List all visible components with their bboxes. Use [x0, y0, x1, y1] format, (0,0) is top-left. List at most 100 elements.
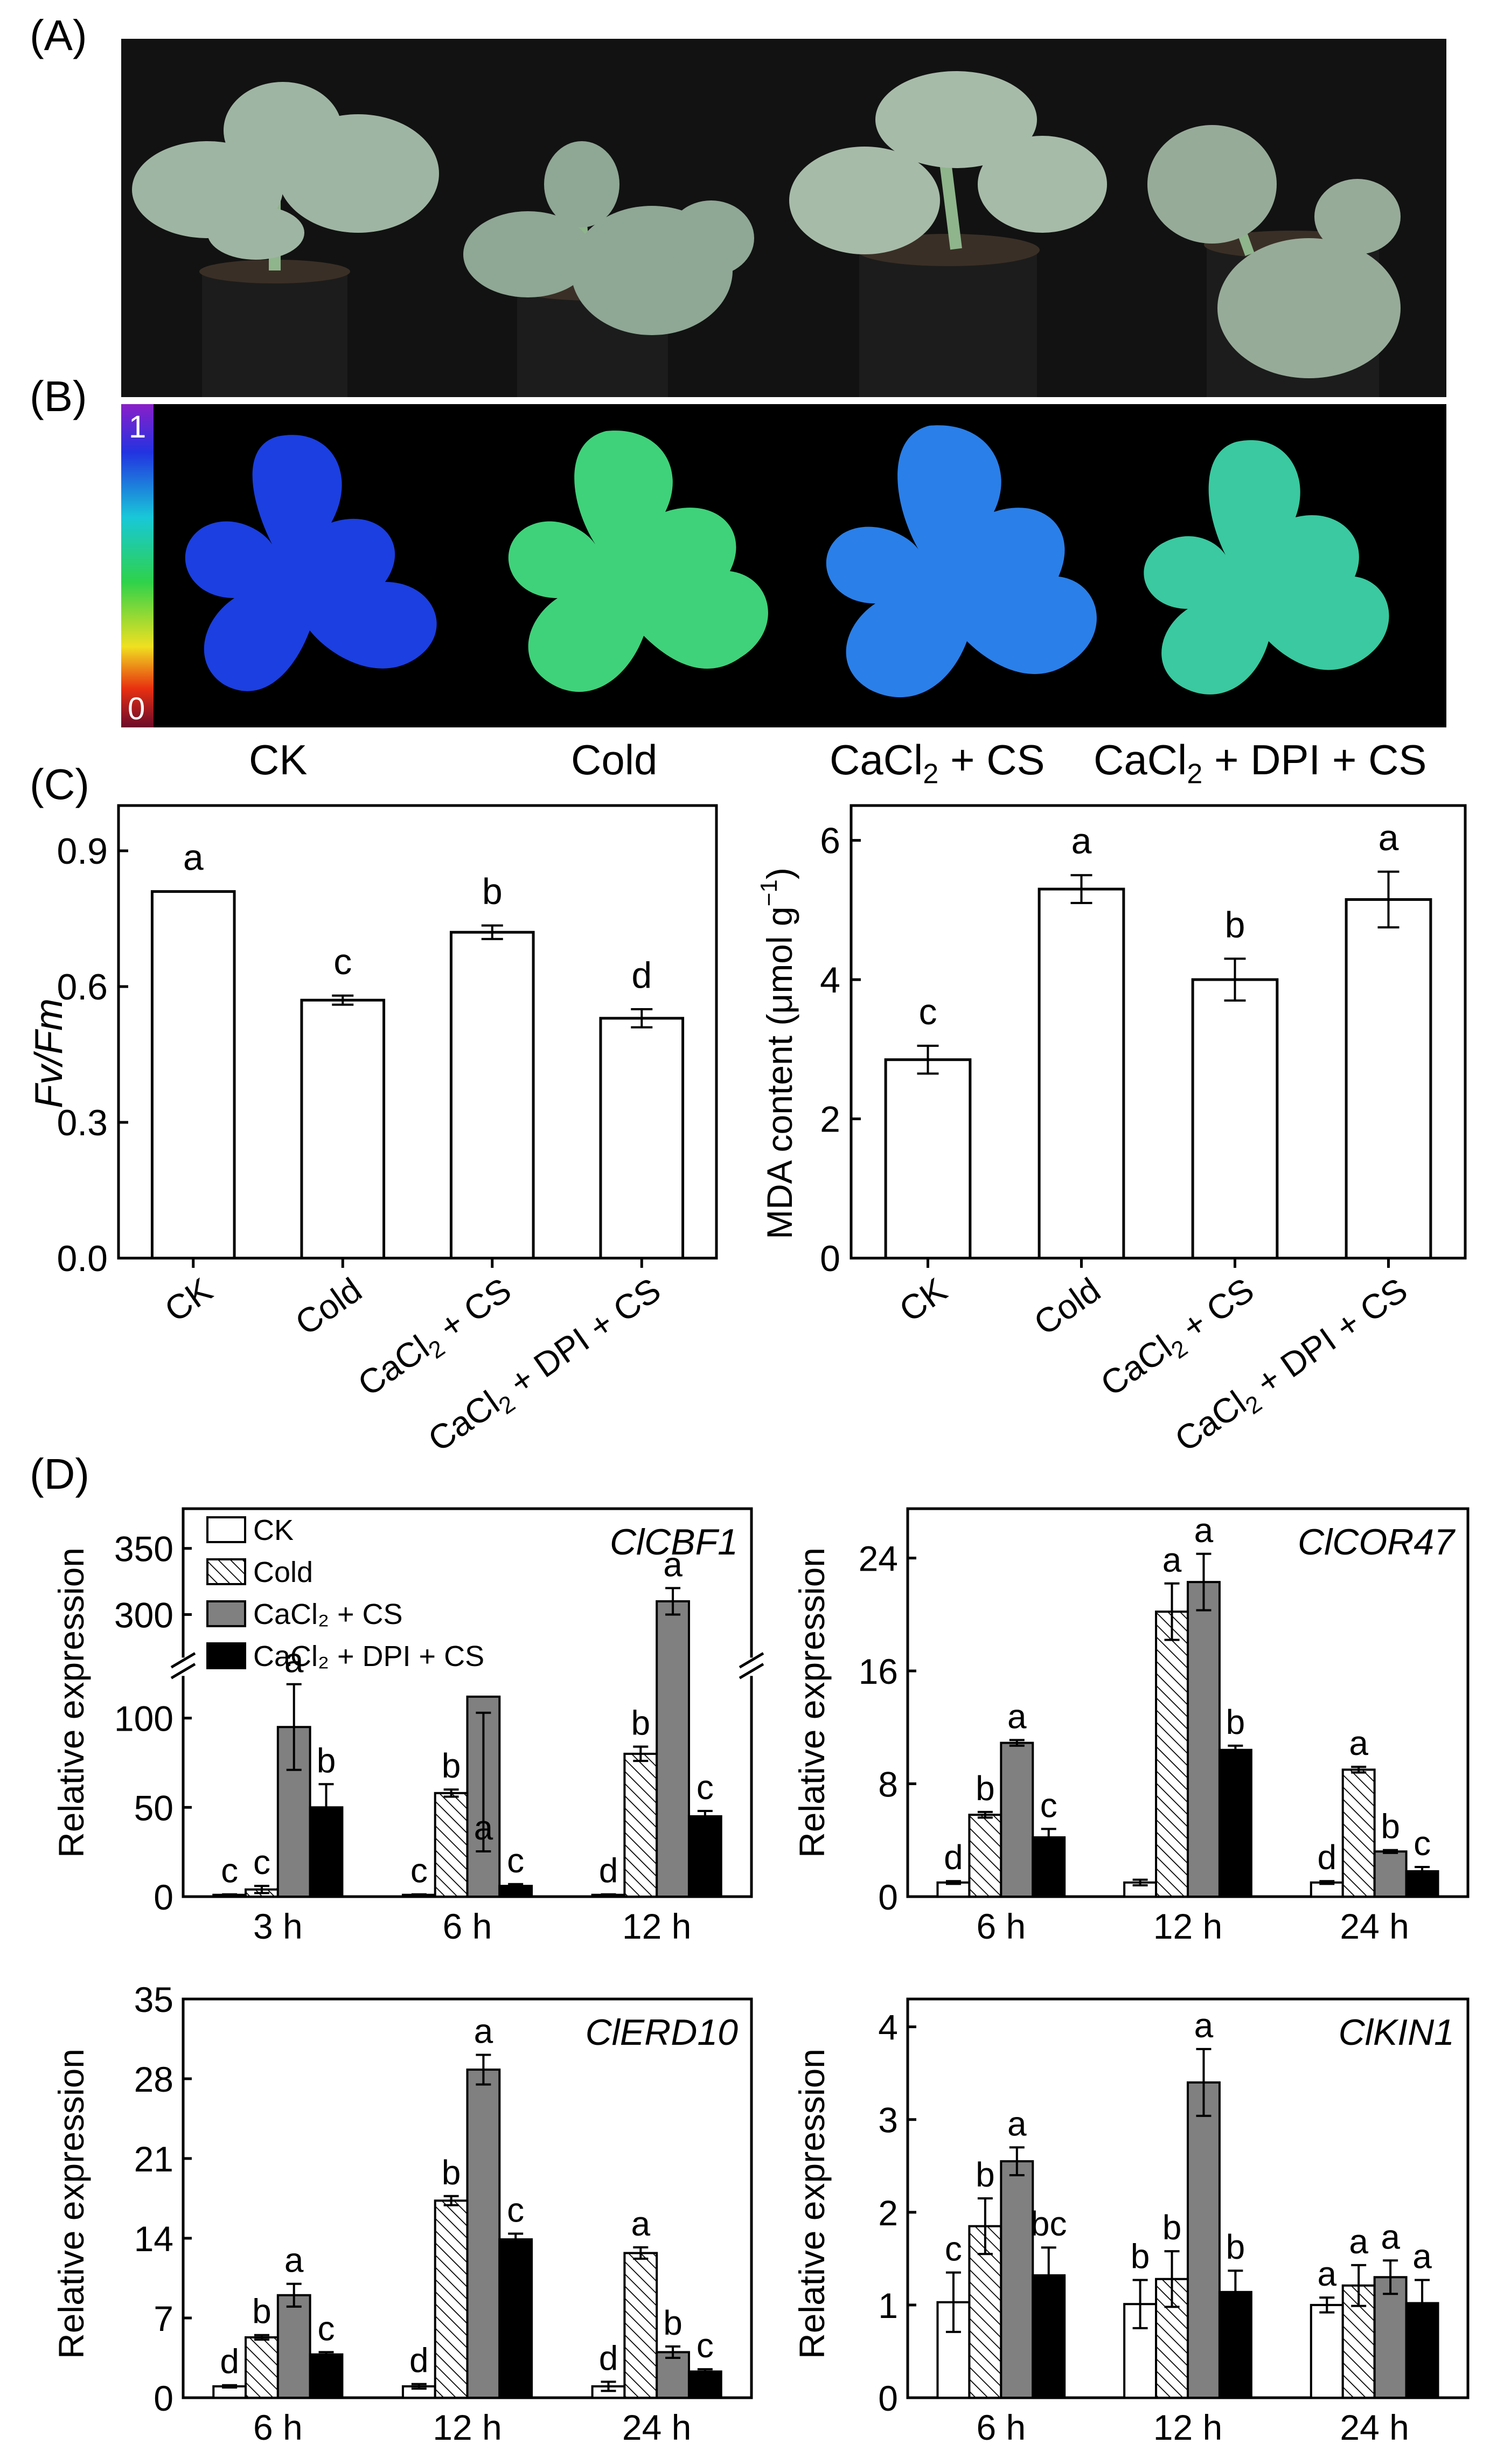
significance-letter: bc: [1031, 2204, 1067, 2243]
y-tick-label: 3: [878, 2100, 898, 2140]
treatment-label-cacl2-cs: CaCl2 + CS: [830, 736, 1045, 790]
significance-letter: c: [945, 2230, 962, 2268]
bar: [309, 2353, 344, 2399]
x-tick-label: 24 h: [1340, 2407, 1409, 2447]
x-tick-label: 6 h: [443, 1906, 492, 1946]
x-tick-label: CK: [158, 1270, 219, 1329]
significance-letter: b: [976, 1769, 995, 1808]
significance-letter: c: [253, 1843, 270, 1882]
y-tick-label: 35: [134, 1980, 173, 2019]
y-tick-label: 16: [859, 1651, 898, 1691]
significance-letter: d: [599, 1851, 618, 1890]
kin1-ylabel: Relative expression: [792, 2049, 832, 2359]
erd10-ylabel: Relative expression: [51, 2049, 91, 2359]
plant-leaf: [1217, 238, 1401, 378]
y-tick-label: 2: [878, 2193, 898, 2233]
significance-letter: c: [919, 991, 937, 1032]
y-tick-label: 4: [820, 960, 840, 1001]
y-tick-label: 28: [134, 2059, 173, 2099]
significance-letter: b: [1381, 1807, 1400, 1846]
panel-label-d: (D): [30, 1450, 90, 1498]
significance-letter: d: [1317, 1838, 1336, 1877]
axis-break-mark: [739, 1652, 764, 1669]
fluorescence-leaves: [185, 425, 1389, 698]
significance-letter: c: [410, 1851, 428, 1890]
plant-leaf: [875, 71, 1037, 168]
y-tick-label: 14: [134, 2219, 173, 2259]
bar: [1373, 1850, 1408, 1898]
plant-leaf: [207, 206, 304, 260]
significance-letter: a: [663, 1545, 683, 1584]
significance-letter: c: [697, 1768, 714, 1807]
fluorescence-leaf-cacl2-dpi-cs: [1144, 440, 1389, 695]
legend-swatch: [206, 1516, 246, 1543]
bar: [1341, 1768, 1376, 1898]
treatment-label-cold: Cold: [571, 736, 658, 783]
significance-letter: c: [333, 941, 352, 982]
plant-photo-cacl2-dpi-cs: [1115, 39, 1446, 397]
x-tick-label: CK: [892, 1270, 953, 1329]
plant-leaf: [978, 136, 1107, 233]
fluorescence-leaf-shape: [826, 425, 1097, 698]
plot-frame: [850, 804, 1467, 1260]
plot-frame: [117, 804, 718, 1260]
bar: [599, 1017, 685, 1260]
fluorescence-color-scale: 1 0: [121, 404, 154, 727]
bar: [1000, 1741, 1034, 1898]
significance-letter: a: [474, 1808, 493, 1847]
bar: [656, 2351, 690, 2399]
significance-letter: b: [631, 1704, 650, 1743]
bar: [498, 2238, 533, 2399]
x-tick-label: 12 h: [1153, 1906, 1222, 1946]
plant-leaf: [1147, 125, 1277, 244]
significance-letter: b: [252, 2292, 271, 2331]
significance-letter: a: [1349, 2222, 1368, 2261]
bar: [1310, 2303, 1344, 2399]
bar: [1191, 978, 1279, 1260]
legend-swatch: [206, 1558, 246, 1585]
plant-leaf: [668, 200, 754, 276]
bar: [687, 1815, 722, 1898]
fvfm-ylabel: Fv/Fm: [27, 998, 71, 1108]
significance-letter: d: [944, 1838, 963, 1877]
plant-leaf: [224, 82, 342, 179]
significance-letter: a: [1194, 1511, 1214, 1550]
panel-label-c: (C): [30, 760, 90, 808]
fluorescence-leaf-cacl2-cs: [826, 425, 1097, 698]
gene-title: ClKIN1: [1339, 2012, 1454, 2053]
significance-letter: a: [183, 837, 204, 878]
gene-title: ClERD10: [586, 2012, 739, 2053]
x-tick-label: 6 h: [253, 2407, 303, 2447]
cor47-ylabel: Relative expression: [792, 1547, 832, 1858]
axis-break-mark: [170, 1663, 196, 1679]
treatment-label-cacl2-dpi-cs: CaCl2 + DPI + CS: [1094, 736, 1427, 790]
significance-letter: b: [976, 2155, 995, 2194]
y-tick-label: 1: [878, 2286, 898, 2326]
bar: [466, 2069, 501, 2399]
significance-letter: c: [507, 1841, 524, 1880]
fluorescence-leaf-shape: [1144, 440, 1389, 695]
y-tick-label: 300: [114, 1595, 173, 1635]
significance-letter: a: [1007, 2104, 1027, 2143]
y-tick-label: 21: [134, 2139, 173, 2179]
significance-letter: b: [1225, 904, 1245, 945]
axis-break-mark: [170, 1652, 196, 1669]
gene-title: ClCOR47: [1298, 1522, 1456, 1563]
significance-letter: c: [318, 2309, 335, 2348]
x-tick-label: Cold: [1027, 1270, 1107, 1342]
significance-letter: a: [474, 2012, 493, 2051]
x-tick-label: CaCl2 + CS: [1094, 1270, 1264, 1408]
y-tick-label: 0.6: [57, 967, 108, 1008]
bar: [449, 931, 535, 1260]
legend-label: CK: [253, 1514, 294, 1546]
significance-letter: b: [1226, 2227, 1245, 2266]
y-tick-label: 0.3: [57, 1102, 108, 1143]
scale-bottom-label: 0: [128, 691, 145, 726]
bar: [968, 1814, 1002, 1898]
fluorescence-leaf-shape: [185, 435, 437, 691]
significance-letter: c: [1414, 1824, 1431, 1863]
y-tick-label: 7: [154, 2299, 173, 2338]
x-tick-label: Cold: [288, 1270, 368, 1342]
plant-photo-ck: [121, 39, 452, 397]
